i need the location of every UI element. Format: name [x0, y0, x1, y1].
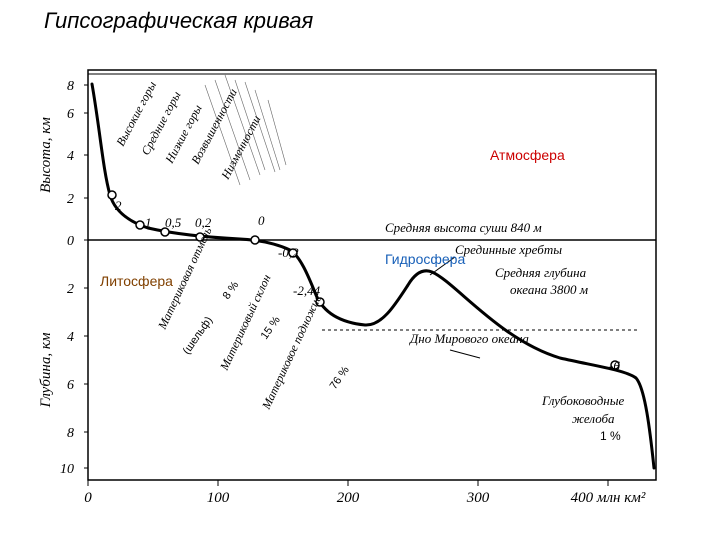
y-ticks-upper: 0 2 4 6 8: [67, 79, 88, 249]
label-atmosphere: Атмосфера: [490, 147, 565, 163]
svg-text:0: 0: [84, 490, 92, 506]
svg-text:2: 2: [67, 192, 74, 207]
point-value: 2: [115, 198, 122, 213]
svg-text:4: 4: [67, 330, 74, 345]
y-label-upper: Высота, км: [38, 117, 54, 193]
point-value: -6: [609, 358, 620, 373]
curve-marker: [136, 221, 144, 229]
x-ticks: 0 100 200 300 400 млн км²: [84, 480, 646, 506]
label-ocean-floor: Дно Мирового океана: [408, 331, 529, 346]
svg-text:8: 8: [67, 79, 74, 94]
curve-marker: [251, 236, 259, 244]
percent-label: (шельф): [181, 315, 216, 357]
svg-text:0: 0: [67, 234, 74, 249]
diagram-title: Гипсографическая кривая: [44, 8, 313, 34]
y-ticks-lower: 2 4 6 8 10: [60, 282, 88, 477]
point-value: 0,5: [165, 215, 182, 230]
svg-text:200: 200: [337, 490, 360, 506]
label-lithosphere: Литосфера: [100, 273, 173, 289]
label-ridges: Срединные хребты: [455, 242, 562, 257]
region-label: Материковое подножие: [259, 292, 325, 412]
point-value: 0: [258, 213, 265, 228]
svg-text:10: 10: [60, 462, 74, 477]
svg-text:400 млн км²: 400 млн км²: [571, 490, 646, 506]
label-depth-avg2: океана 3800 м: [510, 282, 588, 297]
label-hydrosphere: Гидросфера: [385, 251, 465, 267]
svg-text:300: 300: [466, 490, 490, 506]
svg-text:4: 4: [67, 149, 74, 164]
diagram-svg: 0 2 4 6 8 2 4 6 8 10 0 100 200 300 400 м…: [0, 0, 720, 540]
svg-text:6: 6: [67, 378, 74, 393]
label-trenches1: Глубоководные: [541, 393, 625, 408]
point-value: -0,2: [278, 245, 299, 260]
point-value: 1: [145, 215, 152, 230]
label-depth-avg1: Средняя глубина: [495, 265, 587, 280]
point-value: -2,44: [293, 283, 321, 298]
arrow-floor: [450, 350, 480, 358]
svg-text:6: 6: [67, 107, 74, 122]
label-trenches2: желоба: [572, 411, 615, 426]
svg-text:8: 8: [67, 426, 74, 441]
y-label-lower: Глубина, км: [38, 332, 54, 408]
percent-label: 1 %: [600, 429, 621, 443]
svg-text:100: 100: [207, 490, 230, 506]
point-value: 0,2: [195, 215, 212, 230]
percent-label: 76 %: [328, 364, 352, 392]
region-label: Низменности: [218, 113, 264, 182]
label-land-avg: Средняя высота суши 840 м: [385, 220, 542, 235]
percent-label: 15 %: [259, 314, 283, 342]
svg-text:2: 2: [67, 282, 74, 297]
percent-label: 8 %: [221, 279, 242, 302]
